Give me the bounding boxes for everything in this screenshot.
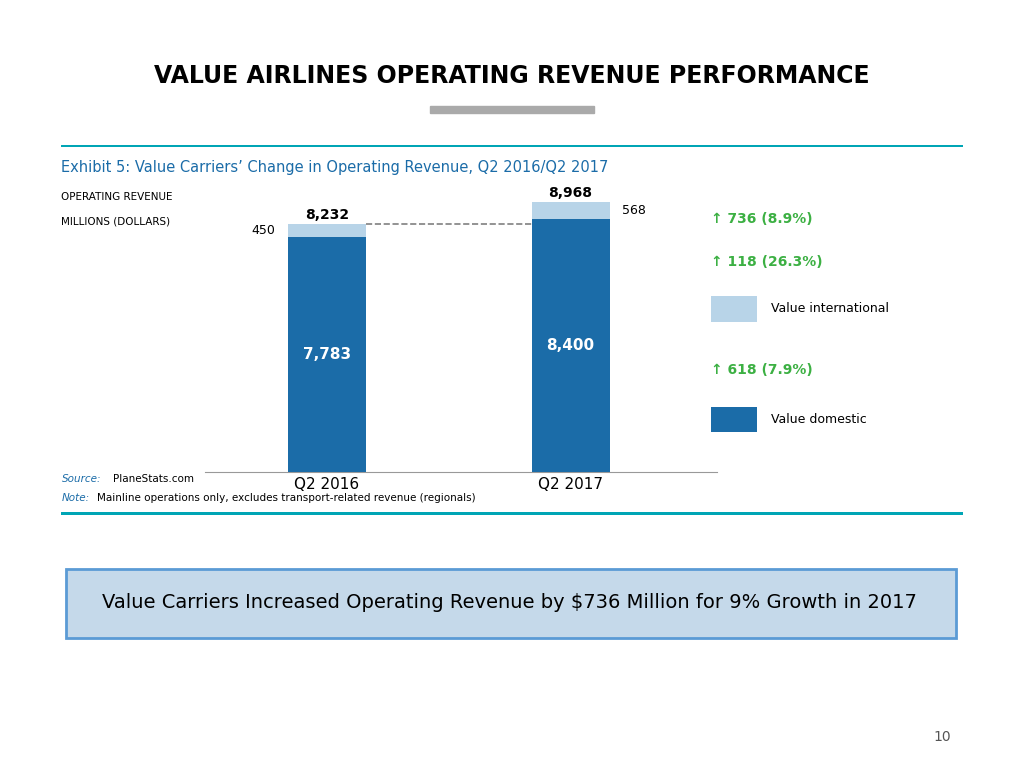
Text: Value international: Value international — [771, 303, 889, 316]
Text: Exhibit 5: Value Carriers’ Change in Operating Revenue, Q2 2016/Q2 2017: Exhibit 5: Value Carriers’ Change in Ope… — [61, 160, 609, 174]
FancyBboxPatch shape — [66, 569, 956, 638]
Text: 10: 10 — [933, 730, 951, 744]
Text: 7,783: 7,783 — [303, 347, 351, 362]
Text: Value domestic: Value domestic — [771, 413, 866, 426]
Text: Value Carriers Increased Operating Revenue by $736 Million for 9% Growth in 2017: Value Carriers Increased Operating Reven… — [101, 594, 916, 612]
Text: ↑ 618 (7.9%): ↑ 618 (7.9%) — [711, 362, 812, 377]
Text: VALUE AIRLINES OPERATING REVENUE PERFORMANCE: VALUE AIRLINES OPERATING REVENUE PERFORM… — [155, 65, 869, 88]
Text: 450: 450 — [252, 224, 275, 237]
Bar — [430, 106, 594, 113]
Text: 8,968: 8,968 — [549, 186, 593, 200]
Text: OPERATING REVENUE: OPERATING REVENUE — [61, 192, 173, 202]
Text: ↑ 736 (8.9%): ↑ 736 (8.9%) — [711, 212, 812, 227]
Text: 568: 568 — [622, 204, 645, 217]
Bar — [711, 296, 757, 322]
Text: ↑ 118 (26.3%): ↑ 118 (26.3%) — [711, 255, 822, 269]
Text: Source:: Source: — [61, 474, 101, 484]
Bar — [288, 237, 366, 472]
Text: Mainline operations only, excludes transport-related revenue (regionals): Mainline operations only, excludes trans… — [97, 493, 476, 503]
Text: 8,400: 8,400 — [547, 338, 595, 353]
Text: Note:: Note: — [61, 493, 89, 503]
Bar — [288, 224, 366, 237]
Bar — [711, 407, 757, 432]
Text: PlaneStats.com: PlaneStats.com — [113, 474, 194, 484]
Bar — [531, 219, 609, 472]
Text: MILLIONS (DOLLARS): MILLIONS (DOLLARS) — [61, 217, 171, 227]
Bar — [531, 202, 609, 219]
Text: 8,232: 8,232 — [305, 208, 349, 222]
